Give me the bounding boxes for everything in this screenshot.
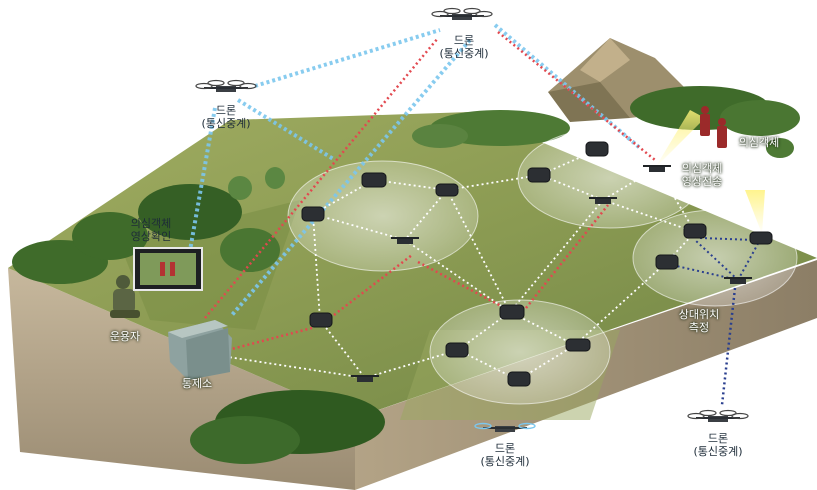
- zone-west: [287, 160, 479, 272]
- control-station-vehicle: [168, 320, 232, 380]
- label-operator: 운용자: [109, 330, 141, 343]
- label-relative-position: 상대위치 측정: [678, 308, 720, 334]
- relay-link: [254, 28, 441, 88]
- drone-bottom-center: [474, 422, 536, 432]
- control-link: [204, 37, 439, 319]
- drone-field: [351, 375, 379, 382]
- camera-beams: [655, 110, 765, 234]
- ground-robot: [527, 167, 551, 183]
- mesh-link: [373, 179, 448, 191]
- mesh-link: [312, 213, 406, 241]
- drone-bottom-right: [687, 409, 749, 422]
- relay-link: [236, 98, 337, 162]
- ground-robot: [361, 172, 387, 188]
- mesh-link: [214, 354, 366, 379]
- mesh-link: [364, 349, 459, 379]
- ground-robot: [749, 231, 773, 245]
- mesh-link: [446, 174, 541, 191]
- mesh-link: [574, 261, 668, 346]
- label-drone-bottom-center: 드론 (통신중계): [480, 442, 530, 468]
- ground-robot: [507, 371, 531, 387]
- control-link: [525, 204, 609, 309]
- label-drone-left: 드론 (통신중계): [201, 104, 251, 130]
- mesh-link: [319, 319, 366, 379]
- mesh-links: [214, 149, 696, 381]
- control-links: [204, 31, 656, 352]
- label-drone-top: 드론 (통신중계): [439, 34, 489, 60]
- drone-field: [724, 277, 752, 284]
- control-link: [497, 31, 656, 161]
- mesh-link: [602, 199, 696, 233]
- drone-left: [195, 79, 257, 92]
- ground-robots: [301, 141, 773, 387]
- ground-robot: [585, 141, 609, 157]
- label-suspect-object: 의심객체: [738, 136, 780, 149]
- ground-robot: [499, 304, 525, 320]
- drone-field: [589, 197, 617, 204]
- ground-robot: [309, 312, 333, 328]
- zone-north: [517, 127, 703, 229]
- ground-robot: [683, 223, 707, 239]
- position-link: [699, 237, 756, 241]
- zone-south: [429, 299, 611, 405]
- label-control-station: 통제소: [181, 377, 213, 390]
- mesh-link: [404, 239, 511, 313]
- relay-link: [186, 107, 217, 263]
- operator: [110, 275, 140, 318]
- label-video-transmit: 의심객체 영상전송: [681, 162, 723, 188]
- ground-robot: [445, 342, 469, 358]
- drone-top: [431, 7, 493, 20]
- control-link: [329, 254, 413, 319]
- ground-robot: [435, 183, 459, 197]
- ground-robot: [655, 254, 679, 270]
- mesh-link: [602, 167, 658, 201]
- suspect-objects: [700, 106, 727, 148]
- control-link: [417, 260, 506, 310]
- label-video-check: 의심객체 영상확인: [130, 217, 172, 243]
- label-drone-bottom-right: 드론 (통신중계): [693, 432, 743, 458]
- ground-robot: [565, 338, 591, 352]
- mesh-link: [509, 311, 576, 346]
- drone-field: [391, 237, 419, 244]
- relay-link: [230, 38, 472, 317]
- ground-robot: [301, 206, 325, 222]
- forest: [12, 86, 800, 464]
- mesh-link: [404, 189, 448, 241]
- mesh-link: [509, 199, 604, 313]
- mesh-link: [539, 174, 604, 201]
- drone-field: [643, 165, 671, 172]
- video-monitor: [133, 247, 203, 291]
